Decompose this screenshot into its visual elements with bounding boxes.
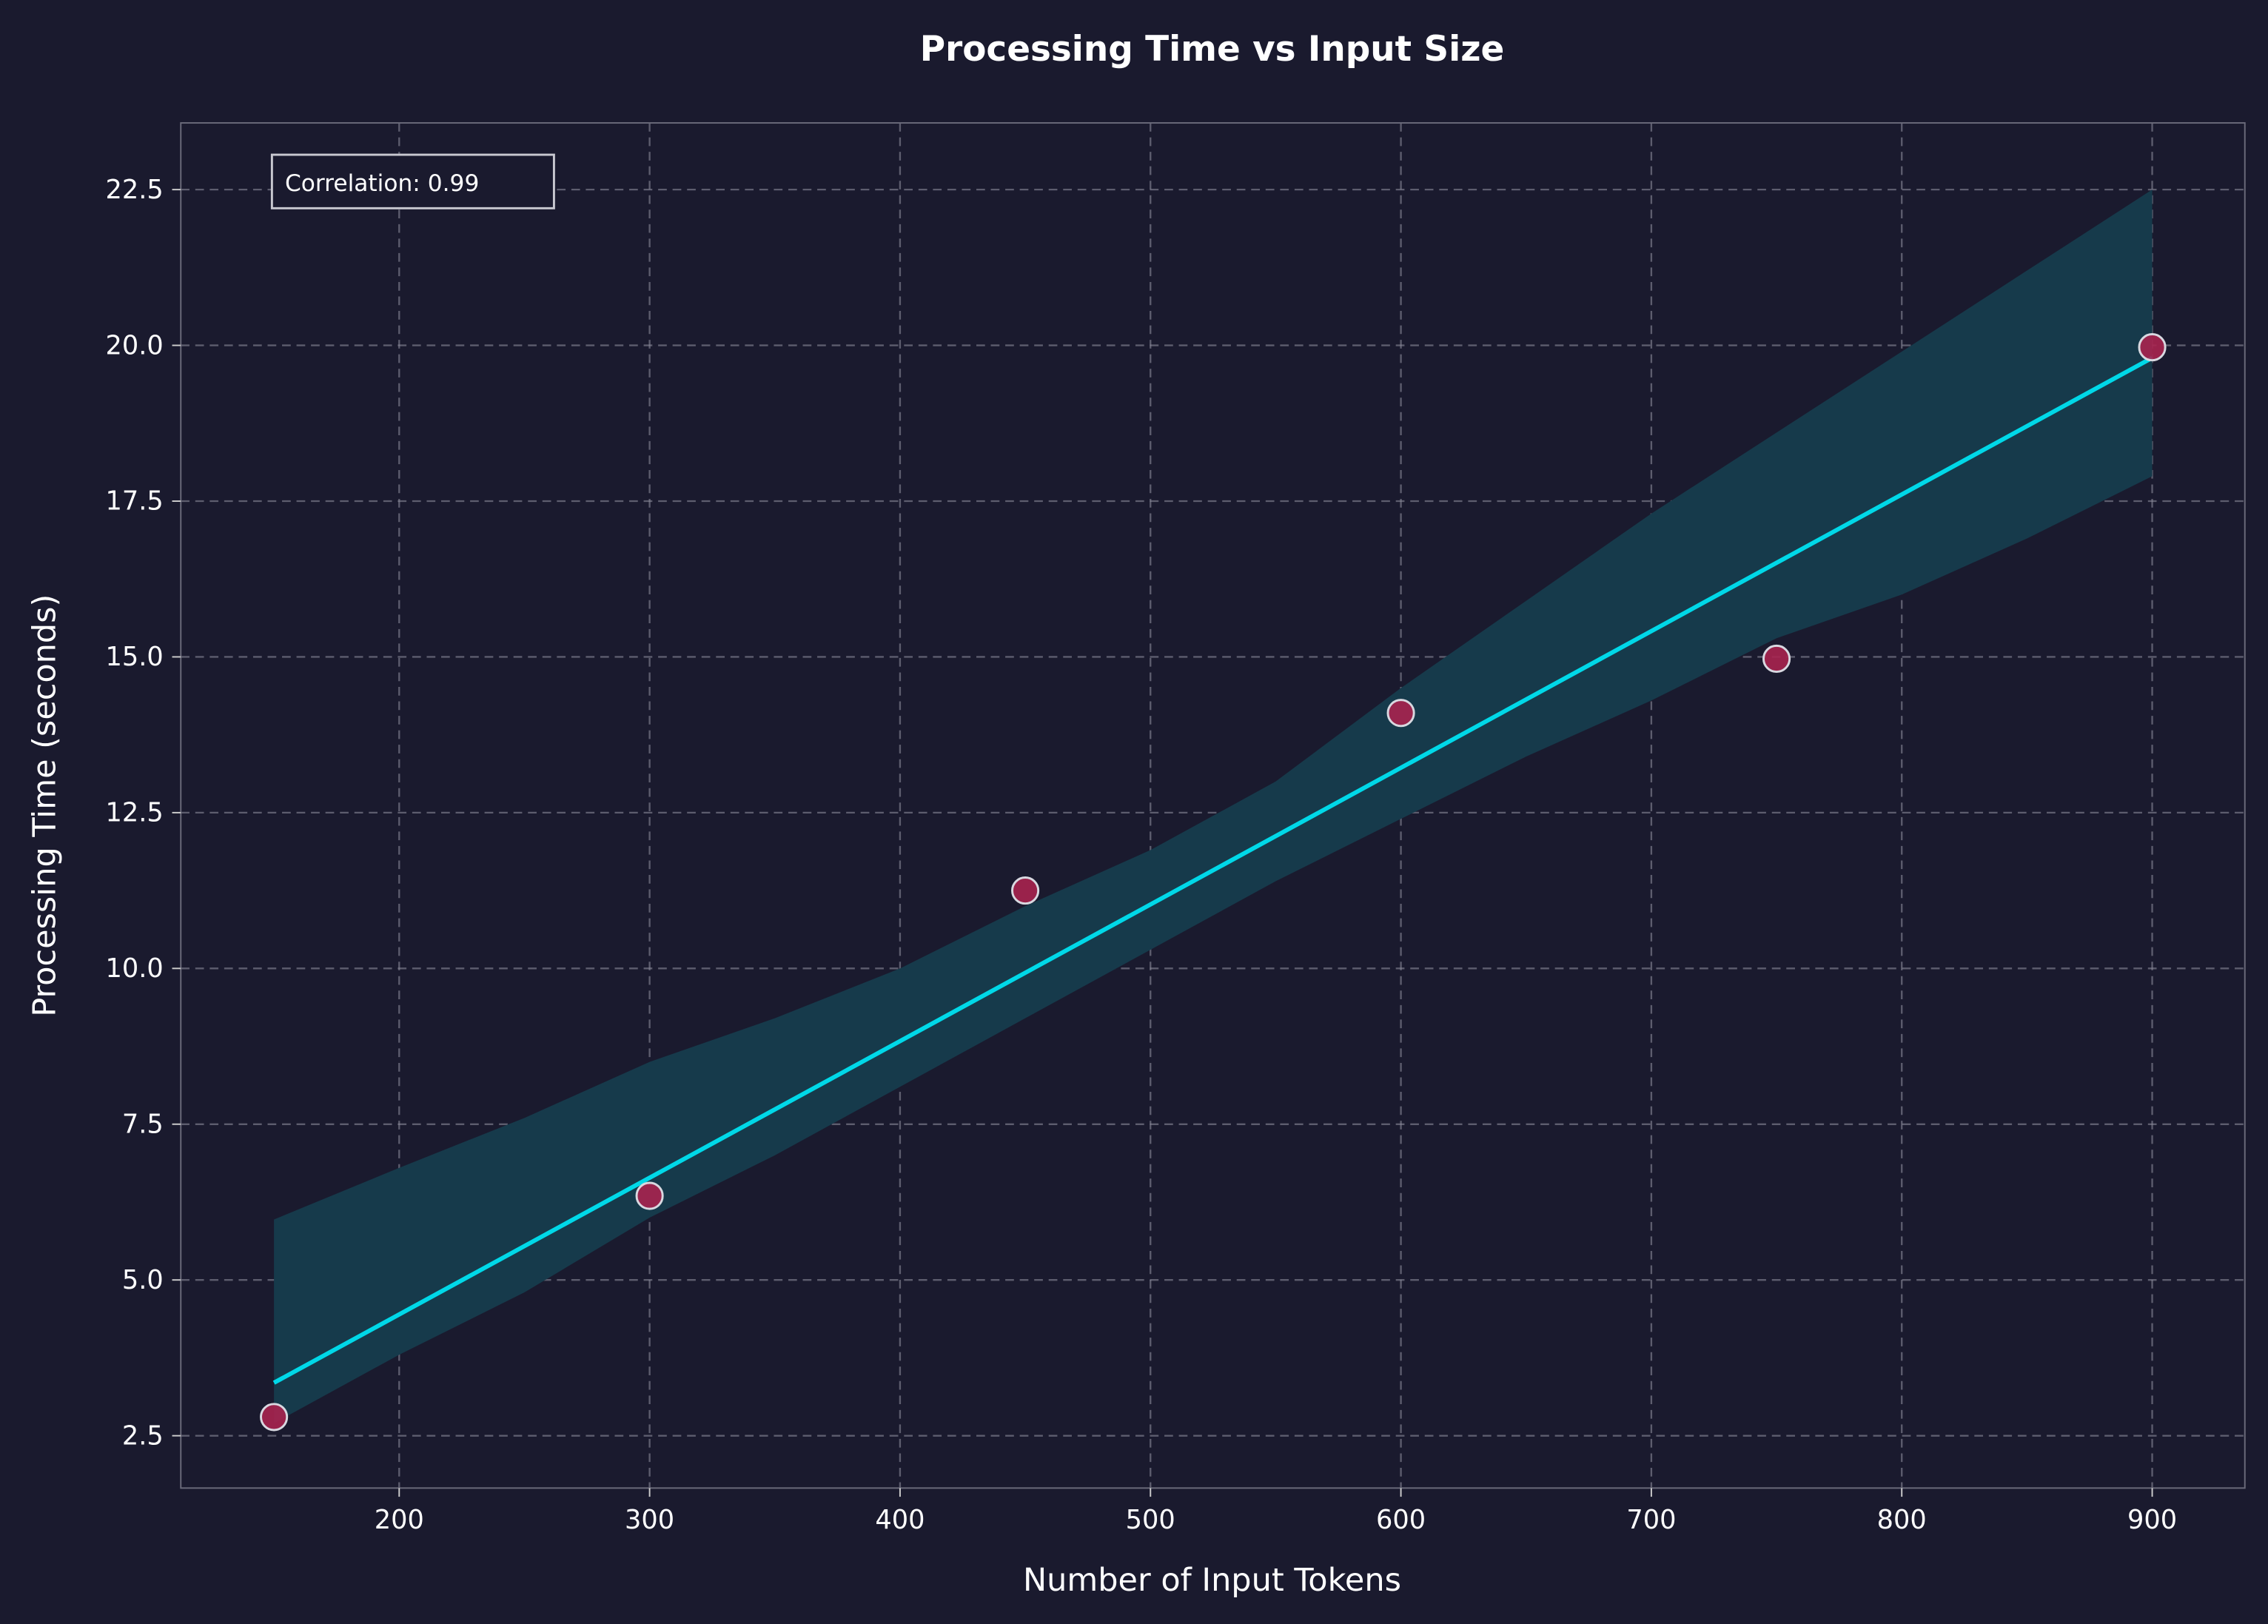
y-tick-label: 5.0 <box>122 1265 164 1295</box>
x-tick-label: 800 <box>1877 1505 1927 1535</box>
data-point <box>1762 644 1791 674</box>
data-point <box>1011 876 1040 905</box>
y-tick-label: 20.0 <box>106 330 164 360</box>
y-tick-label: 15.0 <box>106 642 164 672</box>
correlation-annotation: Correlation: 0.99 <box>285 170 479 197</box>
x-tick-label: 300 <box>625 1505 674 1535</box>
x-tick-label: 400 <box>875 1505 925 1535</box>
data-point <box>260 1403 289 1432</box>
regression-line <box>272 355 2153 1385</box>
y-axis-label: Processing Time (seconds) <box>26 594 63 1017</box>
y-tick-label: 10.0 <box>106 953 164 984</box>
data-point <box>2138 333 2167 362</box>
data-point <box>1386 699 1415 728</box>
x-ticks: 200 300 400 500 600 700 800 900 <box>375 1488 2177 1535</box>
annotation-box <box>270 153 555 209</box>
y-tick-label: 22.5 <box>106 175 164 205</box>
y-tick-label: 12.5 <box>106 798 164 828</box>
x-tick-label: 600 <box>1376 1505 1426 1535</box>
data-points <box>260 333 2167 1432</box>
x-axis-label: Number of Input Tokens <box>1023 1562 1401 1599</box>
y-tick-label: 7.5 <box>122 1109 164 1139</box>
x-tick-label: 900 <box>2127 1505 2177 1535</box>
confidence-band <box>274 189 2153 1423</box>
data-point <box>635 1181 664 1210</box>
chart-title: Processing Time vs Input Size <box>920 29 1505 70</box>
x-tick-label: 200 <box>375 1505 424 1535</box>
y-tick-label: 2.5 <box>122 1420 164 1451</box>
y-tick-label: 17.5 <box>106 486 164 517</box>
plot-frame <box>180 122 2246 1489</box>
x-tick-label: 500 <box>1126 1505 1175 1535</box>
x-tick-label: 700 <box>1626 1505 1676 1535</box>
y-ticks: 2.5 5.0 7.5 10.0 12.5 15.0 17.5 20.0 22.5 <box>106 175 181 1451</box>
